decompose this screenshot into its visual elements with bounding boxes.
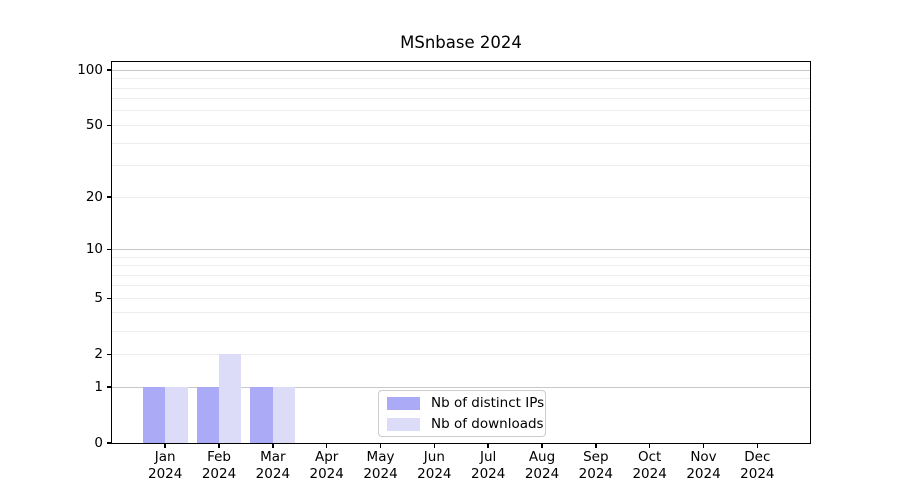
bar-mar-distinct-ips [250, 387, 273, 443]
y-tick-label-1: 1 [94, 379, 103, 395]
y-tick-50 [107, 124, 112, 127]
y-tick-10 [107, 248, 112, 251]
x-tick-label-dec: Dec 2024 [740, 449, 775, 482]
gridline-5 [112, 297, 810, 299]
y-tick-label-50: 50 [85, 117, 103, 134]
y-tick-100 [107, 69, 112, 71]
y-tick-0 [107, 442, 112, 444]
gridline-100 [112, 69, 810, 71]
gridline-6 [112, 285, 810, 287]
x-tick-dec [756, 443, 759, 448]
x-tick-label-jan: Jan 2024 [148, 449, 183, 482]
bar-mar-downloads [272, 387, 296, 443]
x-tick-label-sep: Sep 2024 [578, 449, 613, 482]
y-tick-2 [107, 353, 112, 355]
x-tick-jul [487, 443, 489, 448]
y-tick-label-5: 5 [94, 290, 103, 307]
x-tick-nov [702, 443, 705, 448]
y-tick-label-0: 0 [94, 435, 103, 451]
gridline-90 [112, 78, 810, 80]
x-tick-label-nov: Nov 2024 [686, 449, 721, 482]
y-tick-label-2: 2 [94, 346, 103, 363]
bar-feb-downloads [219, 354, 242, 443]
legend-label: Nb of distinct IPs [431, 395, 545, 411]
y-tick-1 [107, 386, 112, 388]
gridline-60 [112, 110, 810, 112]
gridline-9 [112, 256, 810, 258]
chart-title: MSnbase 2024 [400, 33, 522, 52]
x-tick-label-apr: Apr 2024 [309, 449, 344, 482]
gridline-40 [112, 142, 810, 144]
x-tick-may [379, 443, 382, 448]
y-tick-20 [107, 196, 112, 198]
x-tick-aug [541, 443, 543, 448]
gridline-1 [112, 386, 810, 388]
y-tick-label-100: 100 [77, 62, 103, 79]
x-tick-label-mar: Mar 2024 [255, 449, 291, 482]
legend-swatch-downloads [387, 417, 420, 431]
legend-swatch-distinct-ips [387, 396, 420, 410]
y-tick-label-20: 20 [85, 189, 103, 206]
x-tick-sep [595, 443, 597, 448]
gridline-80 [112, 87, 810, 89]
legend-entry-downloads: Nb of downloads [379, 416, 545, 432]
legend: Nb of distinct IPs Nb of downloads [378, 390, 546, 437]
x-tick-label-oct: Oct 2024 [632, 449, 667, 482]
gridline-20 [112, 196, 810, 198]
x-tick-feb [218, 443, 220, 448]
bar-jan-downloads [165, 387, 188, 443]
y-tick-5 [107, 297, 112, 299]
x-tick-label-feb: Feb 2024 [201, 449, 237, 482]
gridline-70 [112, 98, 810, 100]
gridline-3 [112, 330, 810, 332]
legend-entry-distinct-ips: Nb of distinct IPs [379, 395, 545, 411]
legend-label: Nb of downloads [431, 416, 544, 432]
x-tick-label-jul: Jul 2024 [470, 449, 506, 482]
x-tick-oct [648, 443, 651, 448]
gridline-2 [112, 353, 810, 355]
gridline-30 [112, 165, 810, 167]
x-tick-mar [272, 443, 274, 448]
gridline-10 [112, 248, 810, 250]
x-tick-jan [164, 443, 166, 448]
bar-feb-distinct-ips [196, 387, 220, 443]
y-tick-label-10: 10 [85, 241, 103, 258]
x-tick-label-aug: Aug 2024 [524, 449, 560, 482]
gridline-7 [112, 274, 810, 276]
gridline-4 [112, 312, 810, 314]
bar-jan-distinct-ips [142, 387, 166, 443]
plot-area: 0 1 2 5 10 20 50 100 Jan 2024 Feb 2024 Mar 2024 Apr 20… [77, 61, 811, 482]
gridline-50 [112, 124, 810, 126]
x-tick-apr [325, 443, 328, 448]
gridline-8 [112, 265, 810, 266]
x-tick-label-may: May 2024 [363, 449, 398, 482]
x-tick-label-jun: Jun 2024 [417, 449, 452, 482]
x-tick-jun [433, 443, 436, 448]
